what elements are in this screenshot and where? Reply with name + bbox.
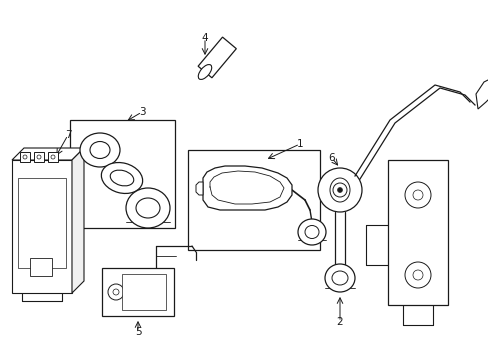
Circle shape — [317, 168, 361, 212]
Bar — [20, 152, 30, 162]
Ellipse shape — [198, 64, 211, 80]
Ellipse shape — [90, 141, 110, 158]
Bar — [48, 152, 58, 162]
Text: 1: 1 — [296, 139, 303, 149]
Text: 2: 2 — [336, 317, 343, 327]
Circle shape — [404, 182, 430, 208]
Ellipse shape — [329, 178, 349, 202]
Polygon shape — [12, 148, 84, 160]
Bar — [187, 150, 319, 250]
Polygon shape — [72, 148, 84, 293]
Circle shape — [37, 155, 41, 159]
Circle shape — [412, 270, 422, 280]
Circle shape — [51, 155, 55, 159]
Ellipse shape — [101, 162, 142, 193]
Bar — [387, 160, 447, 305]
Text: 4: 4 — [201, 33, 208, 43]
Circle shape — [113, 289, 119, 295]
Ellipse shape — [136, 198, 160, 218]
Circle shape — [108, 284, 124, 300]
Polygon shape — [475, 78, 488, 109]
Circle shape — [404, 262, 430, 288]
Circle shape — [412, 190, 422, 200]
Ellipse shape — [110, 170, 134, 186]
Polygon shape — [203, 166, 291, 210]
Bar — [30, 258, 52, 276]
Bar — [34, 152, 44, 162]
Text: 6: 6 — [328, 153, 335, 163]
Bar — [12, 160, 72, 293]
Ellipse shape — [297, 219, 325, 245]
Ellipse shape — [325, 264, 354, 292]
Polygon shape — [196, 182, 203, 195]
Circle shape — [337, 188, 342, 193]
Polygon shape — [198, 37, 236, 78]
Ellipse shape — [80, 133, 120, 167]
Ellipse shape — [305, 225, 318, 238]
Text: 5: 5 — [134, 327, 141, 337]
Circle shape — [332, 183, 346, 197]
Bar — [122, 274, 165, 310]
Bar — [70, 120, 175, 228]
Text: 7: 7 — [64, 130, 71, 140]
Bar — [102, 268, 174, 316]
Text: 3: 3 — [139, 107, 145, 117]
Circle shape — [23, 155, 27, 159]
Bar — [18, 178, 66, 268]
Ellipse shape — [126, 188, 170, 228]
Ellipse shape — [331, 271, 347, 285]
